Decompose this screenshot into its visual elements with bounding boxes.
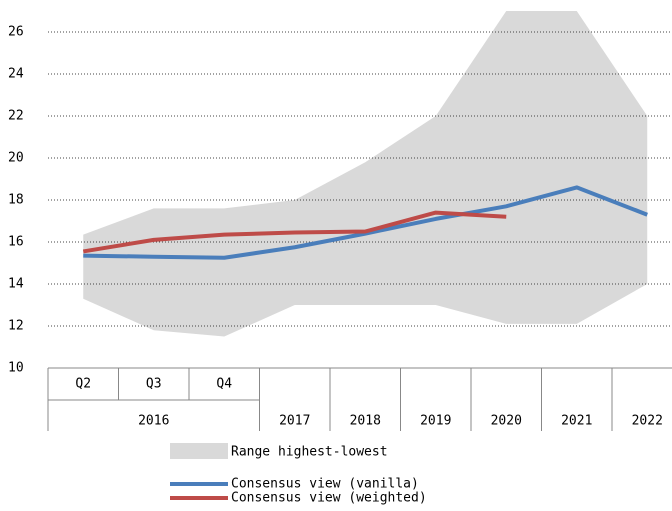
y-tick-label: 10 xyxy=(8,361,24,376)
x-group-label: 2016 xyxy=(138,414,169,429)
legend-label: Consensus view (weighted) xyxy=(231,491,427,506)
y-tick-label: 24 xyxy=(8,67,24,82)
y-tick-label: 22 xyxy=(8,109,24,124)
y-tick-label: 14 xyxy=(8,277,24,292)
y-tick-label: 20 xyxy=(8,151,24,166)
legend-label: Range highest-lowest xyxy=(231,445,388,460)
x-tick-label: Q4 xyxy=(216,377,232,392)
series-line xyxy=(83,185,648,260)
x-tick-label: 2017 xyxy=(279,414,310,429)
y-tick-label: 16 xyxy=(8,235,24,250)
x-tick-label: 2020 xyxy=(491,414,522,429)
x-tick-label: 2018 xyxy=(350,414,381,429)
x-tick-label: Q3 xyxy=(146,377,162,392)
x-tick-label: 2022 xyxy=(632,414,663,429)
series-line xyxy=(82,210,507,254)
y-tick-label: 12 xyxy=(8,319,24,334)
x-tick-label: 2019 xyxy=(420,414,451,429)
x-tick-label: Q2 xyxy=(75,377,91,392)
legend-label: Consensus view (vanilla) xyxy=(231,477,419,492)
x-tick-label: 2021 xyxy=(561,414,592,429)
y-tick-label: 26 xyxy=(8,25,24,40)
legend-swatch xyxy=(170,443,228,459)
range-area xyxy=(83,11,648,337)
y-tick-label: 18 xyxy=(8,193,24,208)
